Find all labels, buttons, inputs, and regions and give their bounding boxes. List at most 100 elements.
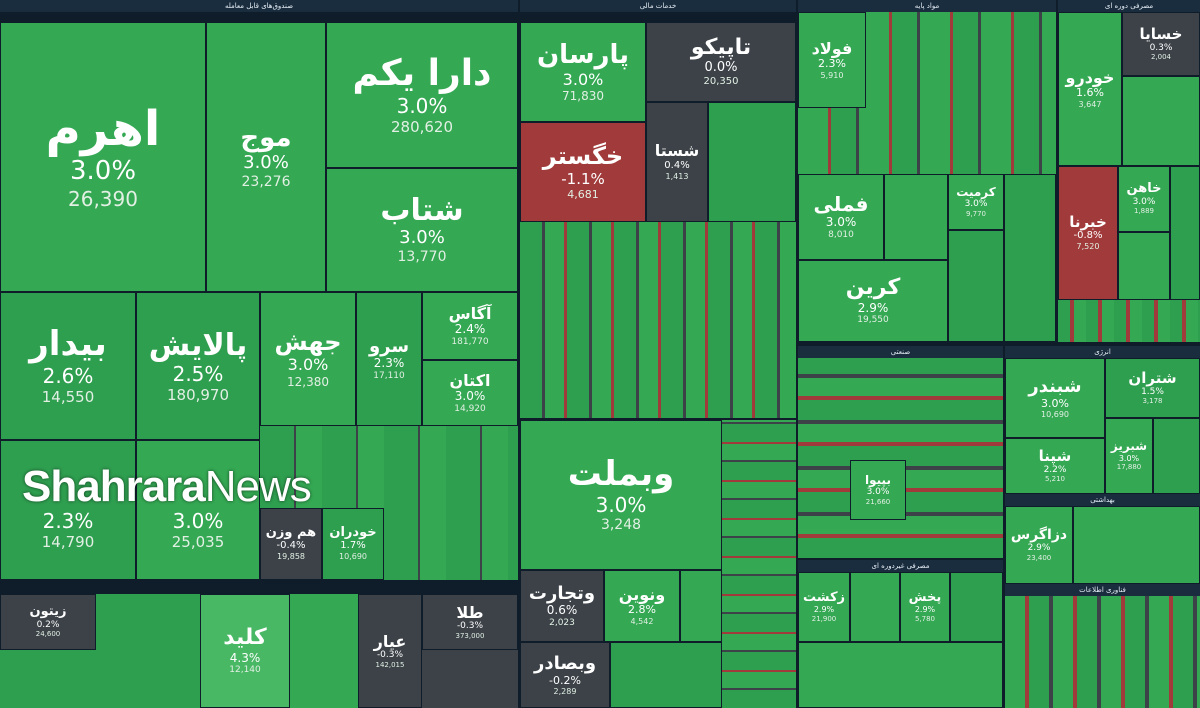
tile-energy-small[interactable] <box>1153 418 1200 494</box>
tile-khsapa[interactable]: خسایا 0.3% 2,004 <box>1122 12 1200 76</box>
tile-kerin[interactable]: کرین 2.9% 19,550 <box>798 260 948 342</box>
percent-change: 3.0% <box>1118 453 1140 463</box>
tile-shasta[interactable]: شستا 0.4% 1,413 <box>646 102 708 222</box>
tile-shepna[interactable]: شپنا 2.2% 5,210 <box>1005 438 1105 494</box>
tile-basic-right2[interactable] <box>948 230 1004 342</box>
tile-vbsader[interactable]: وبصادر -0.2% 2,289 <box>520 642 610 708</box>
tile-dzagros[interactable]: دزاگرس 2.9% 23,400 <box>1005 506 1073 584</box>
ticker-name: خاهن <box>1126 181 1162 197</box>
tile-zakesht[interactable]: زکشت 2.9% 21,900 <box>798 572 850 642</box>
tile-kermit[interactable]: کرمیت 3.0% 9,770 <box>948 174 1004 230</box>
tile-pakhsh[interactable]: پخش 2.9% 5,780 <box>900 572 950 642</box>
percent-change: 3.0% <box>243 152 289 174</box>
ticker-name: فولاد <box>811 38 853 58</box>
tile-parsan[interactable]: پارسان 3.0% 71,830 <box>520 22 646 122</box>
sector-header-healthcare: بهداشتی <box>1005 494 1200 506</box>
tile-vbmellat[interactable]: وبملت 3.0% 3,248 <box>520 420 722 570</box>
tile-bpiva[interactable]: بپیوا 3.0% 21,660 <box>850 460 906 520</box>
ticker-name: هم وزن <box>265 525 317 541</box>
percent-change: 0.4% <box>664 160 690 171</box>
tile-defensive-small[interactable] <box>850 572 900 642</box>
ticker-name: خگستر <box>542 142 624 171</box>
sector-header-consumer-defensive: مصرفی غیردوره ای <box>798 560 1003 572</box>
tile-basic-mid[interactable] <box>884 174 948 260</box>
tile-jahesh[interactable]: جهش 3.0% 12,380 <box>260 292 356 426</box>
percent-change: 3.0% <box>69 155 137 186</box>
tile-ham-vazn[interactable]: هم وزن -0.4% 19,858 <box>260 508 322 580</box>
tile-defensive-bottom[interactable] <box>798 642 1003 708</box>
small-tiles-region <box>798 358 1003 558</box>
price-value: 25,035 <box>171 533 225 551</box>
price-value: 23,276 <box>241 173 291 190</box>
ticker-name: شپنا <box>1038 447 1072 466</box>
tile-agas[interactable]: آگاس 2.4% 181,770 <box>422 292 518 360</box>
percent-change: -0.2% <box>549 673 581 687</box>
tile-ahrom[interactable]: اهرم 3.0% 26,390 <box>0 22 206 292</box>
tile-shetab[interactable]: شتاب 3.0% 13,770 <box>326 168 518 292</box>
price-value: 13,770 <box>397 248 447 265</box>
ticker-name: طلا <box>456 602 484 622</box>
sector-header-basic-materials: مواد پایه <box>798 0 1056 12</box>
tile-bidar[interactable]: بیدار 2.6% 14,550 <box>0 292 136 440</box>
tile-vtejarat[interactable]: وتجارت 0.6% 2,023 <box>520 570 604 642</box>
price-value: 24,600 <box>35 630 61 639</box>
tile-oktan[interactable]: اکتان 3.0% 14,920 <box>422 360 518 426</box>
price-value: 71,830 <box>562 88 604 103</box>
small-tiles-region <box>1058 300 1200 342</box>
price-value: 181,770 <box>451 336 489 347</box>
tile-health-small[interactable] <box>1073 506 1200 584</box>
tile-shabandar[interactable]: شبندر 3.0% 10,690 <box>1005 358 1105 438</box>
price-value: 19,858 <box>277 552 305 562</box>
sector-header-energy: انرژی <box>1005 346 1200 358</box>
ticker-name: موج <box>240 122 292 153</box>
percent-change: 3.0% <box>964 199 988 209</box>
tile-khahan[interactable]: خاهن 3.0% 1,889 <box>1118 166 1170 232</box>
tile-kelid[interactable]: کلید 4.3% 12,140 <box>200 594 290 708</box>
percent-change: 2.6% <box>42 363 94 388</box>
tile-palayesh[interactable]: پالایش 2.5% 180,970 <box>136 292 260 440</box>
price-value: 17,880 <box>1116 463 1142 472</box>
ticker-name: کرین <box>845 275 901 301</box>
tile-fameli[interactable]: فملی 3.0% 8,010 <box>798 174 884 260</box>
tile-bank-small[interactable] <box>610 642 722 708</box>
tile-khodro[interactable]: خودرو 1.6% 3,647 <box>1058 12 1122 166</box>
tile-khodran[interactable]: خودران 1.7% 10,690 <box>322 508 384 580</box>
price-value: 17,110 <box>373 370 405 381</box>
tile-khbarna[interactable]: خبرنا -0.8% 7,520 <box>1058 166 1118 300</box>
tile-khgostar[interactable]: خگستر -1.1% 4,681 <box>520 122 646 222</box>
tile-foolad[interactable]: فولاد 2.3% 5,910 <box>798 12 866 108</box>
percent-change: 1.7% <box>340 540 366 552</box>
tile-etf-unnamed-2[interactable]: 3.0% 25,035 <box>136 440 260 580</box>
ticker-name: شبریز <box>1110 439 1148 454</box>
tile-cyclical-mini[interactable] <box>1170 166 1200 300</box>
tile-cyclical-small[interactable] <box>1122 76 1200 166</box>
price-value: 14,790 <box>41 533 95 551</box>
tile-shatran[interactable]: شتران 1.5% 3,178 <box>1105 358 1200 418</box>
tile-shabriz[interactable]: شبریز 3.0% 17,880 <box>1105 418 1153 494</box>
percent-change: 2.9% <box>813 605 835 615</box>
tile-mowj[interactable]: موج 3.0% 23,276 <box>206 22 326 292</box>
tile-etf-unnamed-1[interactable]: 2.3% 14,790 <box>0 440 136 580</box>
price-value: 14,550 <box>41 387 95 406</box>
percent-change: 1.5% <box>1141 386 1164 397</box>
tile-defensive-small2[interactable] <box>950 572 1003 642</box>
ticker-name: زکشت <box>802 589 846 605</box>
percent-change: 3.0% <box>172 509 224 533</box>
percent-change: 4.3% <box>229 650 261 665</box>
tile-tala[interactable]: طلا -0.3% 373,000 <box>422 594 518 650</box>
tile-basic-right[interactable] <box>1004 174 1056 342</box>
percent-change: 0.6% <box>546 603 578 618</box>
tile-dara-yekom[interactable]: دارا یکم 3.0% 280,620 <box>326 22 518 168</box>
price-value: 9,770 <box>965 209 987 218</box>
tile-cyclical-mini2[interactable] <box>1118 232 1170 300</box>
percent-change: 2.3% <box>42 509 94 533</box>
tile-tapiko[interactable]: تاپیکو 0.0% 20,350 <box>646 22 796 102</box>
tile-zeytoon[interactable]: زیتون 0.2% 24,600 <box>0 594 96 650</box>
tile-sarv[interactable]: سرو 2.3% 17,110 <box>356 292 422 426</box>
tile-ayar[interactable]: عیار -0.3% 142,015 <box>358 594 422 708</box>
tile-bank-right[interactable] <box>680 570 722 642</box>
tile-vnovin[interactable]: ونوین 2.8% 4,542 <box>604 570 680 642</box>
ticker-name: خسایا <box>1139 25 1183 44</box>
price-value: 12,140 <box>229 664 261 675</box>
tile-financial-mid[interactable] <box>708 102 796 222</box>
